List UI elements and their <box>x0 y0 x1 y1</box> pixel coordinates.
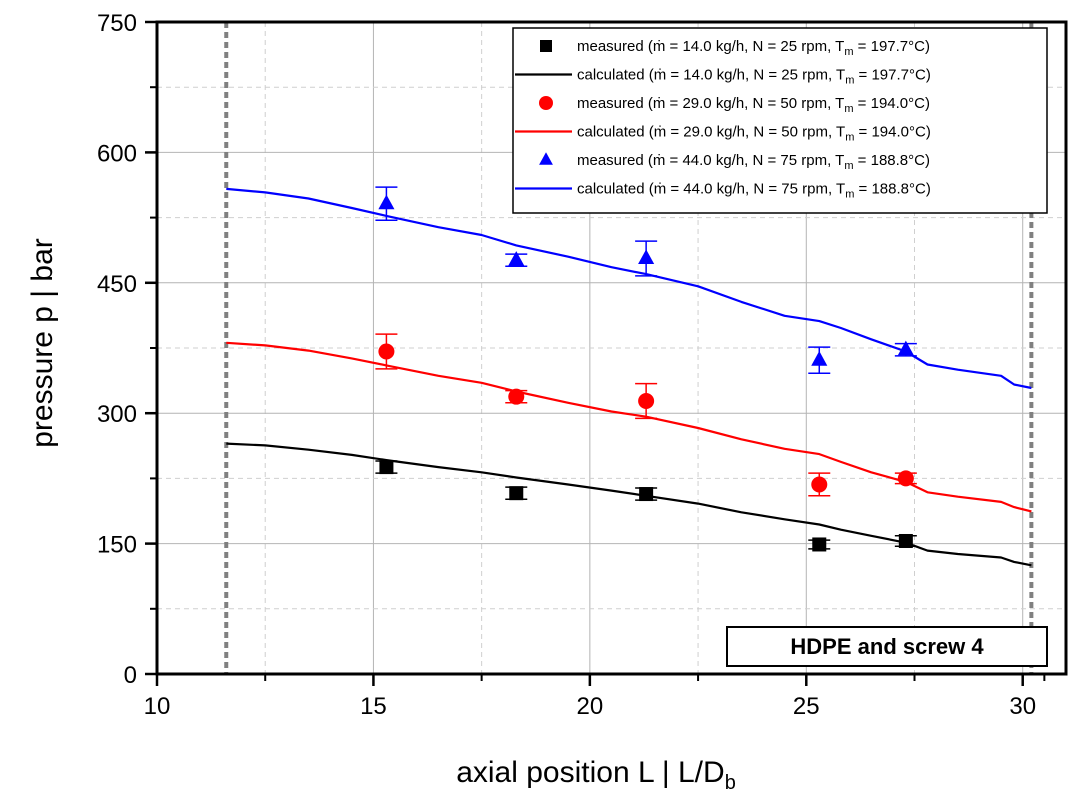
data-point <box>811 476 828 493</box>
legend-marker <box>539 152 553 165</box>
series-measured-2 <box>375 333 917 497</box>
x-tick-label: 15 <box>360 693 387 720</box>
data-point <box>378 343 395 360</box>
y-tick-label: 0 <box>124 662 137 689</box>
series-measured-0 <box>375 460 917 552</box>
legend-item: measured (ṁ = 29.0 kg/h, N = 50 rpm, Tm … <box>539 95 930 115</box>
data-point <box>509 486 524 501</box>
legend-label: measured (ṁ = 44.0 kg/h, N = 75 rpm, Tm … <box>577 152 930 172</box>
y-tick-label: 750 <box>97 10 137 37</box>
data-point <box>379 460 394 475</box>
x-tick-label: 30 <box>1009 693 1036 720</box>
series-calculated-3 <box>226 341 1032 513</box>
legend-item: calculated (ṁ = 44.0 kg/h, N = 75 rpm, T… <box>515 181 931 201</box>
legend-label: measured (ṁ = 29.0 kg/h, N = 50 rpm, Tm … <box>577 95 930 115</box>
y-tick-label: 150 <box>97 532 137 559</box>
annotation: HDPE and screw 4 <box>726 626 1048 667</box>
series-line <box>226 442 1032 567</box>
y-axis-title: pressure p | bar <box>26 238 59 448</box>
x-tick-label: 25 <box>793 693 820 720</box>
data-point <box>639 487 654 502</box>
series-layer <box>226 186 1032 567</box>
legend-item: measured (ṁ = 44.0 kg/h, N = 75 rpm, Tm … <box>539 152 930 172</box>
series-calculated-1 <box>226 442 1032 567</box>
legend-label: measured (ṁ = 14.0 kg/h, N = 25 rpm, Tm … <box>577 38 930 58</box>
annotation-text: HDPE and screw 4 <box>790 634 984 659</box>
legend-item: calculated (ṁ = 14.0 kg/h, N = 25 rpm, T… <box>515 67 931 87</box>
data-point <box>897 340 914 356</box>
data-point <box>638 249 655 265</box>
data-point <box>378 194 395 210</box>
axis-ticks <box>145 20 1046 686</box>
legend-marker <box>539 96 553 110</box>
legend-marker <box>540 40 552 52</box>
data-point <box>811 351 828 366</box>
series-measured-4 <box>375 186 917 374</box>
legend-item: calculated (ṁ = 29.0 kg/h, N = 50 rpm, T… <box>515 124 931 144</box>
legend-box <box>512 27 1048 214</box>
y-tick-label: 300 <box>97 401 137 428</box>
data-point <box>508 251 525 266</box>
legend: measured (ṁ = 14.0 kg/h, N = 25 rpm, Tm … <box>512 27 1048 214</box>
y-tick-label: 600 <box>97 140 137 167</box>
x-tick-label: 10 <box>144 693 171 720</box>
x-axis-title: axial position L | L/Db <box>456 756 736 794</box>
legend-label: calculated (ṁ = 29.0 kg/h, N = 50 rpm, T… <box>577 124 931 144</box>
annotation-box <box>726 626 1048 667</box>
data-point <box>638 393 655 410</box>
legend-item: measured (ṁ = 14.0 kg/h, N = 25 rpm, Tm … <box>540 38 930 58</box>
y-tick-label: 450 <box>97 271 137 298</box>
series-line <box>226 187 1032 390</box>
series-line <box>226 341 1032 513</box>
legend-label: calculated (ṁ = 44.0 kg/h, N = 75 rpm, T… <box>577 181 931 201</box>
legend-label: calculated (ṁ = 14.0 kg/h, N = 25 rpm, T… <box>577 67 931 87</box>
series-calculated-5 <box>226 187 1032 390</box>
data-point <box>897 470 914 487</box>
data-point <box>812 537 827 552</box>
x-tick-label: 20 <box>577 693 604 720</box>
